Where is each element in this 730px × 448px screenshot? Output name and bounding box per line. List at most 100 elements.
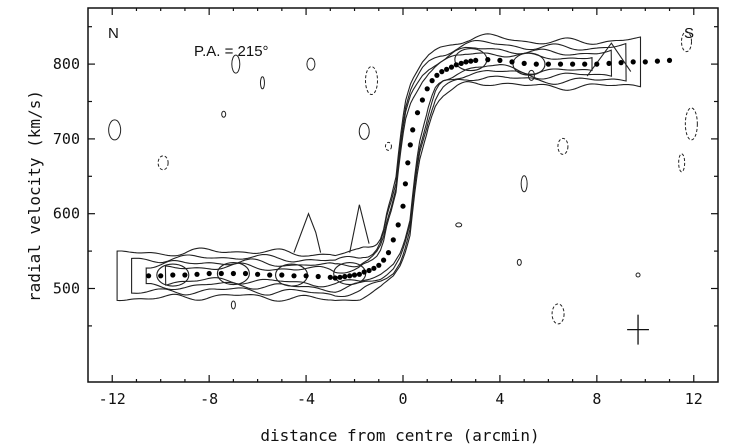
data-point — [545, 61, 552, 67]
y-tick-label: 500 — [53, 280, 80, 298]
data-point — [332, 275, 338, 281]
data-point — [642, 59, 648, 65]
noise-contour — [365, 66, 378, 96]
data-point — [434, 72, 440, 78]
data-point — [458, 60, 464, 66]
contour-spur — [349, 204, 370, 253]
noise-contour — [157, 155, 169, 171]
velocity-points — [146, 57, 673, 281]
contour-level — [131, 39, 627, 298]
noise-contour — [259, 76, 265, 90]
data-point — [170, 272, 176, 278]
x-tick-label: 4 — [495, 390, 504, 408]
noise-contour — [527, 69, 535, 81]
contour-level — [164, 52, 593, 288]
y-tick-label: 600 — [53, 205, 80, 223]
data-point — [366, 267, 372, 274]
data-point — [291, 273, 297, 279]
data-point — [267, 272, 273, 278]
data-point — [242, 270, 249, 277]
data-point — [351, 272, 358, 278]
data-point — [448, 64, 455, 70]
y-axis-title: radial velocity (km/s) — [25, 90, 44, 302]
data-point — [395, 222, 401, 228]
contour-clump — [156, 263, 190, 287]
data-point — [473, 57, 479, 64]
contour-map — [116, 33, 642, 302]
data-point — [582, 61, 588, 67]
data-point — [337, 274, 343, 280]
noise-contour — [520, 175, 528, 193]
noise-contour — [557, 137, 569, 155]
y-tick-label: 700 — [53, 130, 80, 148]
data-point — [230, 270, 236, 277]
noise-contour — [384, 141, 392, 151]
data-point — [444, 66, 450, 72]
data-point — [385, 250, 392, 256]
y-tick-label: 800 — [53, 55, 80, 73]
data-point — [606, 60, 612, 66]
data-point — [463, 59, 469, 65]
data-point — [303, 273, 309, 279]
data-point — [521, 60, 527, 66]
x-tick-label: -4 — [297, 390, 315, 408]
data-point — [402, 181, 408, 187]
data-point — [255, 271, 261, 277]
x-tick-label: 0 — [398, 390, 407, 408]
data-point — [327, 274, 333, 280]
data-point — [429, 78, 435, 84]
y-tick-labels: 500 600 700 800 — [53, 55, 80, 297]
error-bar — [627, 314, 649, 345]
data-point — [594, 61, 600, 67]
data-point — [410, 127, 416, 133]
data-point — [654, 58, 661, 64]
data-point — [158, 273, 164, 279]
x-tick-label: 12 — [685, 390, 703, 408]
data-point — [414, 110, 421, 116]
data-point — [453, 62, 459, 68]
noise-contour — [455, 222, 463, 228]
data-point — [342, 273, 348, 280]
x-tick-label: 8 — [592, 390, 601, 408]
data-point — [419, 97, 425, 103]
data-point — [371, 265, 377, 271]
data-point — [570, 61, 576, 67]
contour-spur — [293, 212, 322, 253]
data-point — [407, 142, 413, 148]
x-tick-label: -8 — [200, 390, 218, 408]
x-tick-labels: -12 -8 -4 0 4 8 12 — [99, 390, 703, 408]
data-point — [182, 272, 188, 278]
data-point — [146, 273, 152, 279]
noise-contour — [635, 272, 641, 278]
data-point — [390, 237, 396, 243]
noise-contour — [231, 54, 241, 74]
data-point — [468, 58, 474, 64]
data-point — [557, 61, 564, 67]
data-point — [400, 203, 406, 209]
position-angle-label: P.A. = 215° — [194, 43, 269, 60]
contour-level — [116, 33, 642, 302]
axis-ticks — [88, 8, 718, 382]
data-point — [439, 69, 445, 75]
data-point — [381, 257, 387, 263]
data-point — [279, 272, 285, 278]
data-point — [630, 59, 636, 65]
data-point — [315, 273, 321, 280]
x-axis-title: distance from centre (arcmin) — [260, 426, 539, 445]
noise-contour — [516, 258, 522, 266]
noise-contours — [108, 31, 698, 325]
data-point — [356, 271, 362, 277]
north-label: N — [108, 25, 119, 42]
noise-contour — [221, 110, 227, 118]
noise-contour — [681, 31, 692, 53]
data-point — [618, 60, 624, 66]
x-tick-label: -12 — [99, 390, 126, 408]
data-point — [533, 61, 539, 67]
data-point — [509, 59, 515, 65]
noise-contour — [306, 57, 316, 71]
contour-level — [145, 46, 613, 293]
data-point — [405, 160, 411, 166]
noise-contour — [684, 107, 698, 141]
data-point — [666, 57, 673, 64]
